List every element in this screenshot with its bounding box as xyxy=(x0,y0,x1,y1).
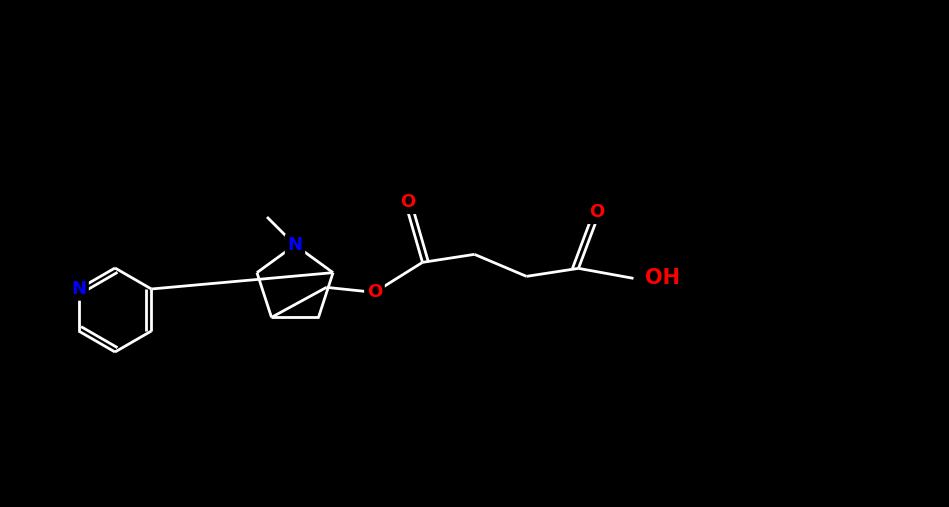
Text: N: N xyxy=(288,236,303,254)
Text: N: N xyxy=(71,280,86,298)
Text: O: O xyxy=(400,193,415,211)
Text: OH: OH xyxy=(645,268,680,288)
Text: O: O xyxy=(367,283,382,301)
Text: O: O xyxy=(589,203,605,222)
